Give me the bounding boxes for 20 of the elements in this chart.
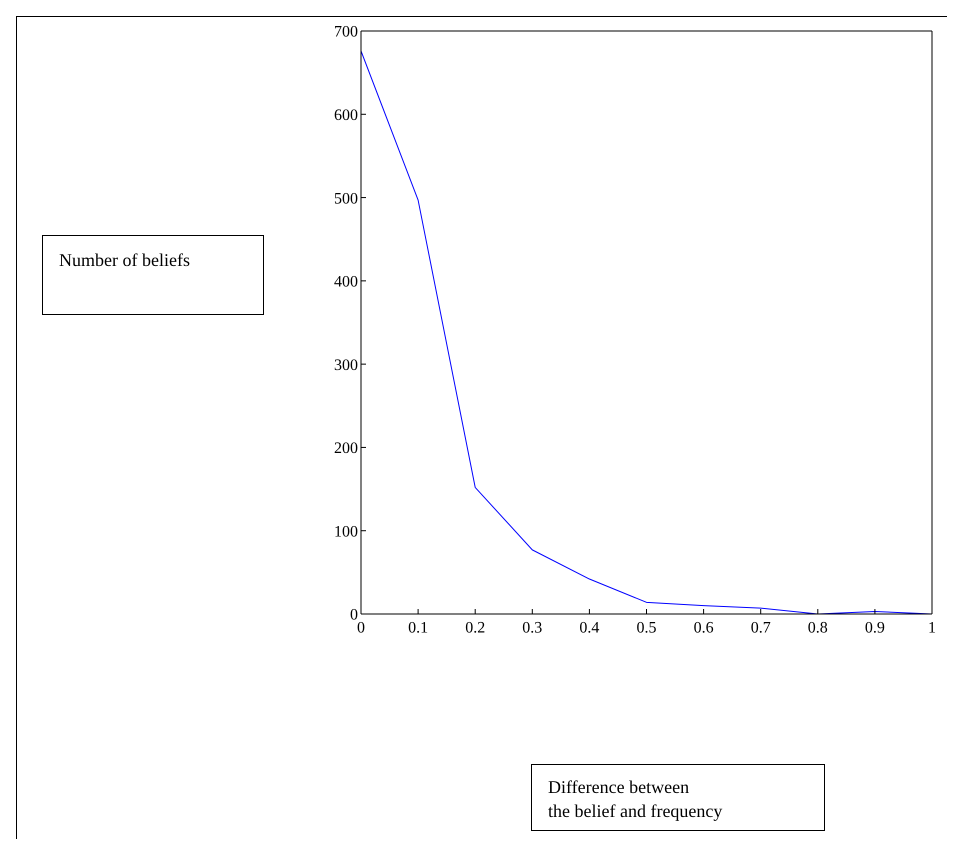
y-tick-label: 200 — [334, 440, 358, 458]
x-tick-label: 0.3 — [522, 619, 542, 636]
text: Number of beliefs — [59, 249, 191, 272]
x-tick-label: 0.4 — [579, 619, 600, 636]
x-tick-label: 0.5 — [636, 619, 656, 636]
y-tick-label: 400 — [334, 274, 358, 291]
x-tick-label: 0.8 — [808, 619, 828, 636]
y-tick-label: 500 — [334, 190, 358, 208]
x-tick-label: 1 — [928, 619, 936, 636]
y-tick-label: 100 — [334, 523, 358, 540]
x-tick-label: 0.7 — [750, 619, 771, 636]
y-tick-label: 600 — [334, 106, 358, 124]
x-tick-label: 0.6 — [694, 619, 714, 636]
y-tick-label: 0 — [350, 606, 358, 624]
y-tick-label: 300 — [334, 356, 358, 374]
x-tick-label: 0.9 — [864, 619, 885, 636]
text: Difference between the belief and frequency — [548, 776, 724, 823]
y-tick-label: 700 — [334, 24, 358, 41]
x-tick-label: 0.1 — [408, 619, 428, 636]
x-tick-label: 0.2 — [465, 619, 486, 636]
